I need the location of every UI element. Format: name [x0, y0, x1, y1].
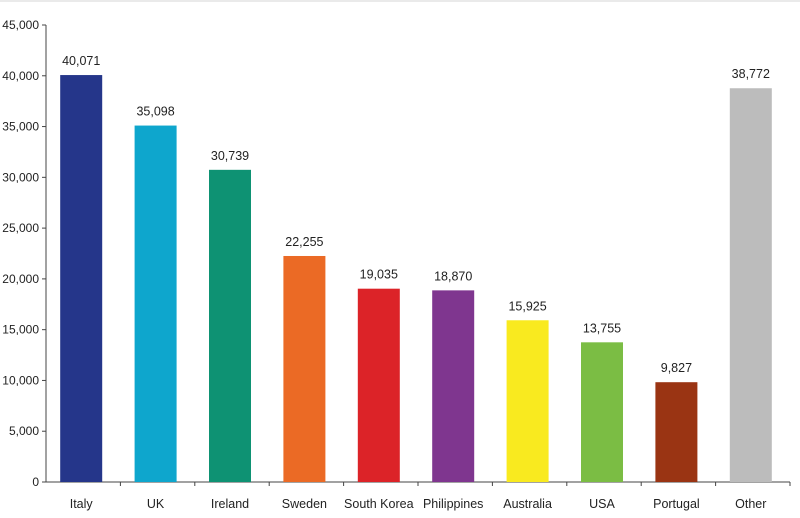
- x-category-label: Italy: [70, 497, 94, 511]
- bar-value-label: 40,071: [62, 54, 100, 68]
- y-tick-label: 30,000: [2, 170, 39, 184]
- bar: [60, 75, 103, 482]
- bar-value-label: 18,870: [434, 269, 472, 283]
- bar-value-label: 15,925: [508, 299, 546, 313]
- y-tick-label: 45,000: [2, 18, 39, 32]
- bar-value-label: 35,098: [136, 105, 174, 119]
- y-tick-label: 0: [32, 475, 39, 489]
- x-category-label: Australia: [503, 497, 552, 511]
- bar: [432, 290, 475, 482]
- y-tick-label: 35,000: [2, 120, 39, 134]
- bar: [209, 169, 251, 483]
- bar-value-label: 30,739: [211, 149, 249, 163]
- bar: [357, 288, 400, 482]
- x-category-label: South Korea: [344, 497, 414, 511]
- bar: [134, 125, 177, 483]
- y-tick-label: 40,000: [2, 69, 39, 83]
- bar-value-label: 19,035: [360, 268, 398, 282]
- bar: [506, 320, 549, 482]
- x-category-label: Sweden: [282, 497, 327, 511]
- x-category-label: Other: [735, 497, 766, 511]
- bar: [655, 382, 698, 482]
- bar-value-label: 13,755: [583, 321, 621, 335]
- y-tick-label: 5,000: [9, 424, 39, 438]
- x-axis-labels: Italy UK Ireland Sweden South Korea Philippin…: [70, 482, 791, 511]
- y-tick-label: 20,000: [2, 272, 39, 286]
- y-axis-ticks: 0 5,000 10,000 15,000 20,000 25,000 30,000 35,0…: [2, 18, 46, 489]
- y-tick-label: 15,000: [2, 323, 39, 337]
- bar-value-label: 38,772: [732, 67, 770, 81]
- x-category-label: Philippines: [423, 497, 483, 511]
- bar: [581, 342, 623, 482]
- y-tick-label: 25,000: [2, 221, 39, 235]
- bar: [283, 255, 326, 482]
- x-category-label: USA: [589, 497, 615, 511]
- bar-value-label: 9,827: [661, 361, 692, 375]
- bar-value-label: 22,255: [285, 235, 323, 249]
- x-category-label: UK: [147, 497, 165, 511]
- bar: [729, 88, 772, 482]
- bar-series: 40,071 35,098 30,739 22,255 19,035 18,870 15,9…: [60, 54, 772, 483]
- x-category-label: Portugal: [653, 497, 700, 511]
- x-category-label: Ireland: [211, 497, 249, 511]
- y-tick-label: 10,000: [2, 373, 39, 387]
